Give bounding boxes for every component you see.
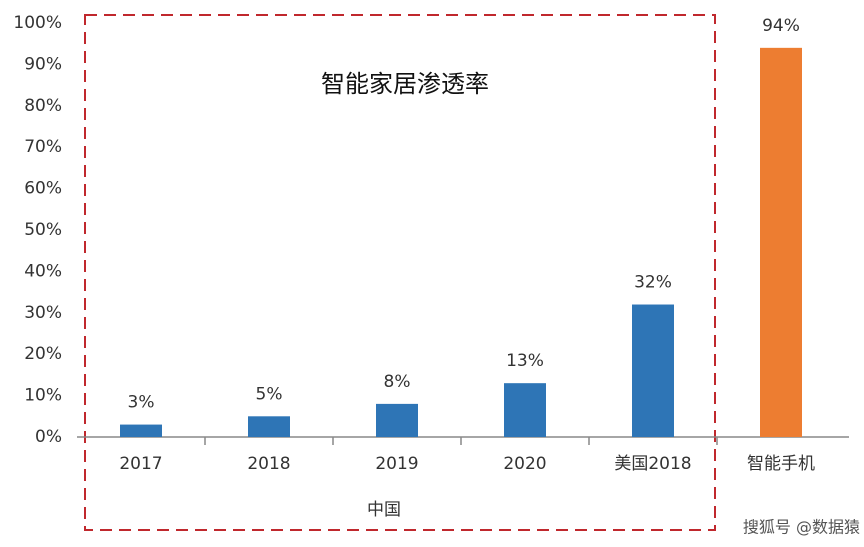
x-tick-label: 2019 (375, 454, 418, 474)
y-tick-label: 10% (24, 386, 62, 406)
x-tick-label: 智能手机 (747, 454, 815, 474)
y-tick-label: 90% (24, 54, 62, 74)
y-tick-label: 40% (24, 261, 62, 281)
x-tick-label: 美国2018 (614, 454, 691, 474)
watermark: 搜狐号 @数据猿 (743, 518, 860, 537)
group-label: 中国 (367, 500, 401, 520)
bar (376, 403, 418, 437)
value-label: 13% (506, 351, 544, 371)
x-tick-label: 2017 (119, 454, 162, 474)
group-box (84, 14, 716, 531)
value-label: 3% (128, 393, 155, 413)
y-tick-label: 30% (24, 303, 62, 323)
bar (504, 383, 546, 437)
bar (120, 424, 162, 437)
value-label: 32% (634, 273, 672, 293)
y-tick-label: 20% (24, 344, 62, 364)
value-label: 8% (384, 372, 411, 392)
bar (248, 416, 290, 437)
value-label: 94% (762, 16, 800, 36)
y-tick-label: 60% (24, 179, 62, 199)
y-tick-label: 100% (13, 13, 62, 33)
bar (632, 304, 674, 437)
x-tick-label: 2020 (503, 454, 546, 474)
annotation: 智能家居渗透率 (321, 70, 489, 98)
bar (760, 47, 802, 438)
y-tick-label: 70% (24, 137, 62, 157)
value-label: 5% (256, 384, 283, 404)
y-tick-label: 50% (24, 220, 62, 240)
y-tick-label: 0% (35, 427, 62, 447)
y-tick-label: 80% (24, 96, 62, 116)
x-tick-label: 2018 (247, 454, 290, 474)
